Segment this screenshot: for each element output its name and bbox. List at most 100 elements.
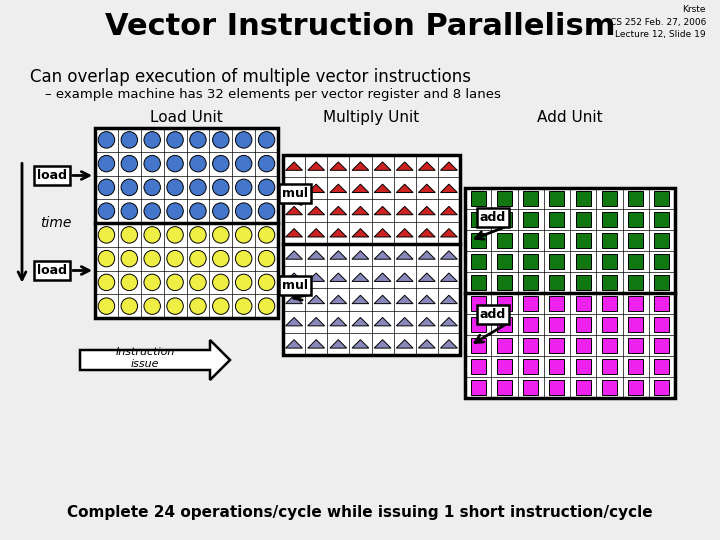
Circle shape: [98, 179, 114, 195]
Text: Multiply Unit: Multiply Unit: [323, 110, 420, 125]
Bar: [654, 380, 670, 395]
Bar: [471, 254, 486, 269]
Text: Vector Instruction Parallelism: Vector Instruction Parallelism: [104, 12, 616, 41]
Polygon shape: [307, 318, 325, 326]
Bar: [523, 254, 538, 269]
Bar: [497, 233, 512, 248]
Circle shape: [189, 251, 206, 267]
Polygon shape: [441, 251, 457, 259]
Text: load: load: [37, 169, 67, 182]
Circle shape: [212, 251, 229, 267]
Polygon shape: [352, 295, 369, 303]
Polygon shape: [441, 318, 457, 326]
Bar: [549, 212, 564, 227]
Bar: [654, 233, 670, 248]
Polygon shape: [330, 228, 347, 237]
Polygon shape: [374, 184, 391, 193]
Polygon shape: [441, 162, 457, 170]
Polygon shape: [374, 228, 391, 237]
Circle shape: [144, 156, 161, 172]
Bar: [628, 317, 643, 332]
Text: time: time: [40, 216, 71, 230]
Polygon shape: [418, 184, 435, 193]
Circle shape: [212, 298, 229, 314]
Circle shape: [235, 156, 252, 172]
Circle shape: [144, 132, 161, 148]
Polygon shape: [307, 162, 325, 170]
Circle shape: [189, 227, 206, 243]
Bar: [575, 380, 590, 395]
Circle shape: [167, 132, 184, 148]
Circle shape: [212, 179, 229, 195]
Polygon shape: [330, 184, 347, 193]
Circle shape: [167, 251, 184, 267]
Bar: [95, 128, 278, 318]
Bar: [471, 338, 486, 353]
Circle shape: [258, 132, 275, 148]
Polygon shape: [330, 251, 347, 259]
Bar: [628, 212, 643, 227]
Circle shape: [167, 298, 184, 314]
Bar: [654, 212, 670, 227]
Polygon shape: [307, 206, 325, 215]
Bar: [497, 359, 512, 374]
Polygon shape: [286, 184, 302, 193]
Circle shape: [121, 132, 138, 148]
Text: add: add: [480, 308, 506, 321]
Bar: [628, 191, 643, 206]
Polygon shape: [418, 340, 435, 348]
Polygon shape: [286, 318, 302, 326]
Circle shape: [121, 227, 138, 243]
Polygon shape: [396, 340, 413, 348]
Polygon shape: [441, 340, 457, 348]
Circle shape: [235, 203, 252, 219]
Bar: [575, 254, 590, 269]
Bar: [497, 338, 512, 353]
Polygon shape: [330, 206, 347, 215]
Circle shape: [121, 251, 138, 267]
Text: Krste
CS 252 Feb. 27, 2006
Lecture 12, Slide 19: Krste CS 252 Feb. 27, 2006 Lecture 12, S…: [610, 5, 706, 39]
Circle shape: [144, 203, 161, 219]
Circle shape: [258, 227, 275, 243]
Bar: [654, 338, 670, 353]
Bar: [549, 275, 564, 290]
Circle shape: [98, 298, 114, 314]
Polygon shape: [396, 228, 413, 237]
Polygon shape: [374, 318, 391, 326]
Circle shape: [121, 156, 138, 172]
Bar: [628, 380, 643, 395]
Bar: [471, 275, 486, 290]
Bar: [523, 317, 538, 332]
Polygon shape: [352, 184, 369, 193]
Polygon shape: [80, 340, 230, 380]
Bar: [575, 191, 590, 206]
Bar: [471, 296, 486, 311]
Circle shape: [235, 179, 252, 195]
Circle shape: [121, 298, 138, 314]
Polygon shape: [307, 273, 325, 281]
Bar: [602, 275, 617, 290]
Polygon shape: [307, 184, 325, 193]
Bar: [628, 233, 643, 248]
Polygon shape: [396, 162, 413, 170]
Circle shape: [235, 132, 252, 148]
Polygon shape: [330, 162, 347, 170]
Circle shape: [258, 251, 275, 267]
Bar: [628, 275, 643, 290]
Polygon shape: [374, 251, 391, 259]
Circle shape: [212, 274, 229, 291]
Polygon shape: [307, 251, 325, 259]
Bar: [523, 338, 538, 353]
Polygon shape: [396, 251, 413, 259]
Bar: [602, 380, 617, 395]
Bar: [575, 212, 590, 227]
Circle shape: [144, 274, 161, 291]
Polygon shape: [352, 318, 369, 326]
Circle shape: [189, 179, 206, 195]
Circle shape: [98, 227, 114, 243]
Text: Can overlap execution of multiple vector instructions: Can overlap execution of multiple vector…: [30, 68, 471, 86]
Circle shape: [212, 132, 229, 148]
Circle shape: [121, 179, 138, 195]
Polygon shape: [286, 273, 302, 281]
Bar: [628, 338, 643, 353]
